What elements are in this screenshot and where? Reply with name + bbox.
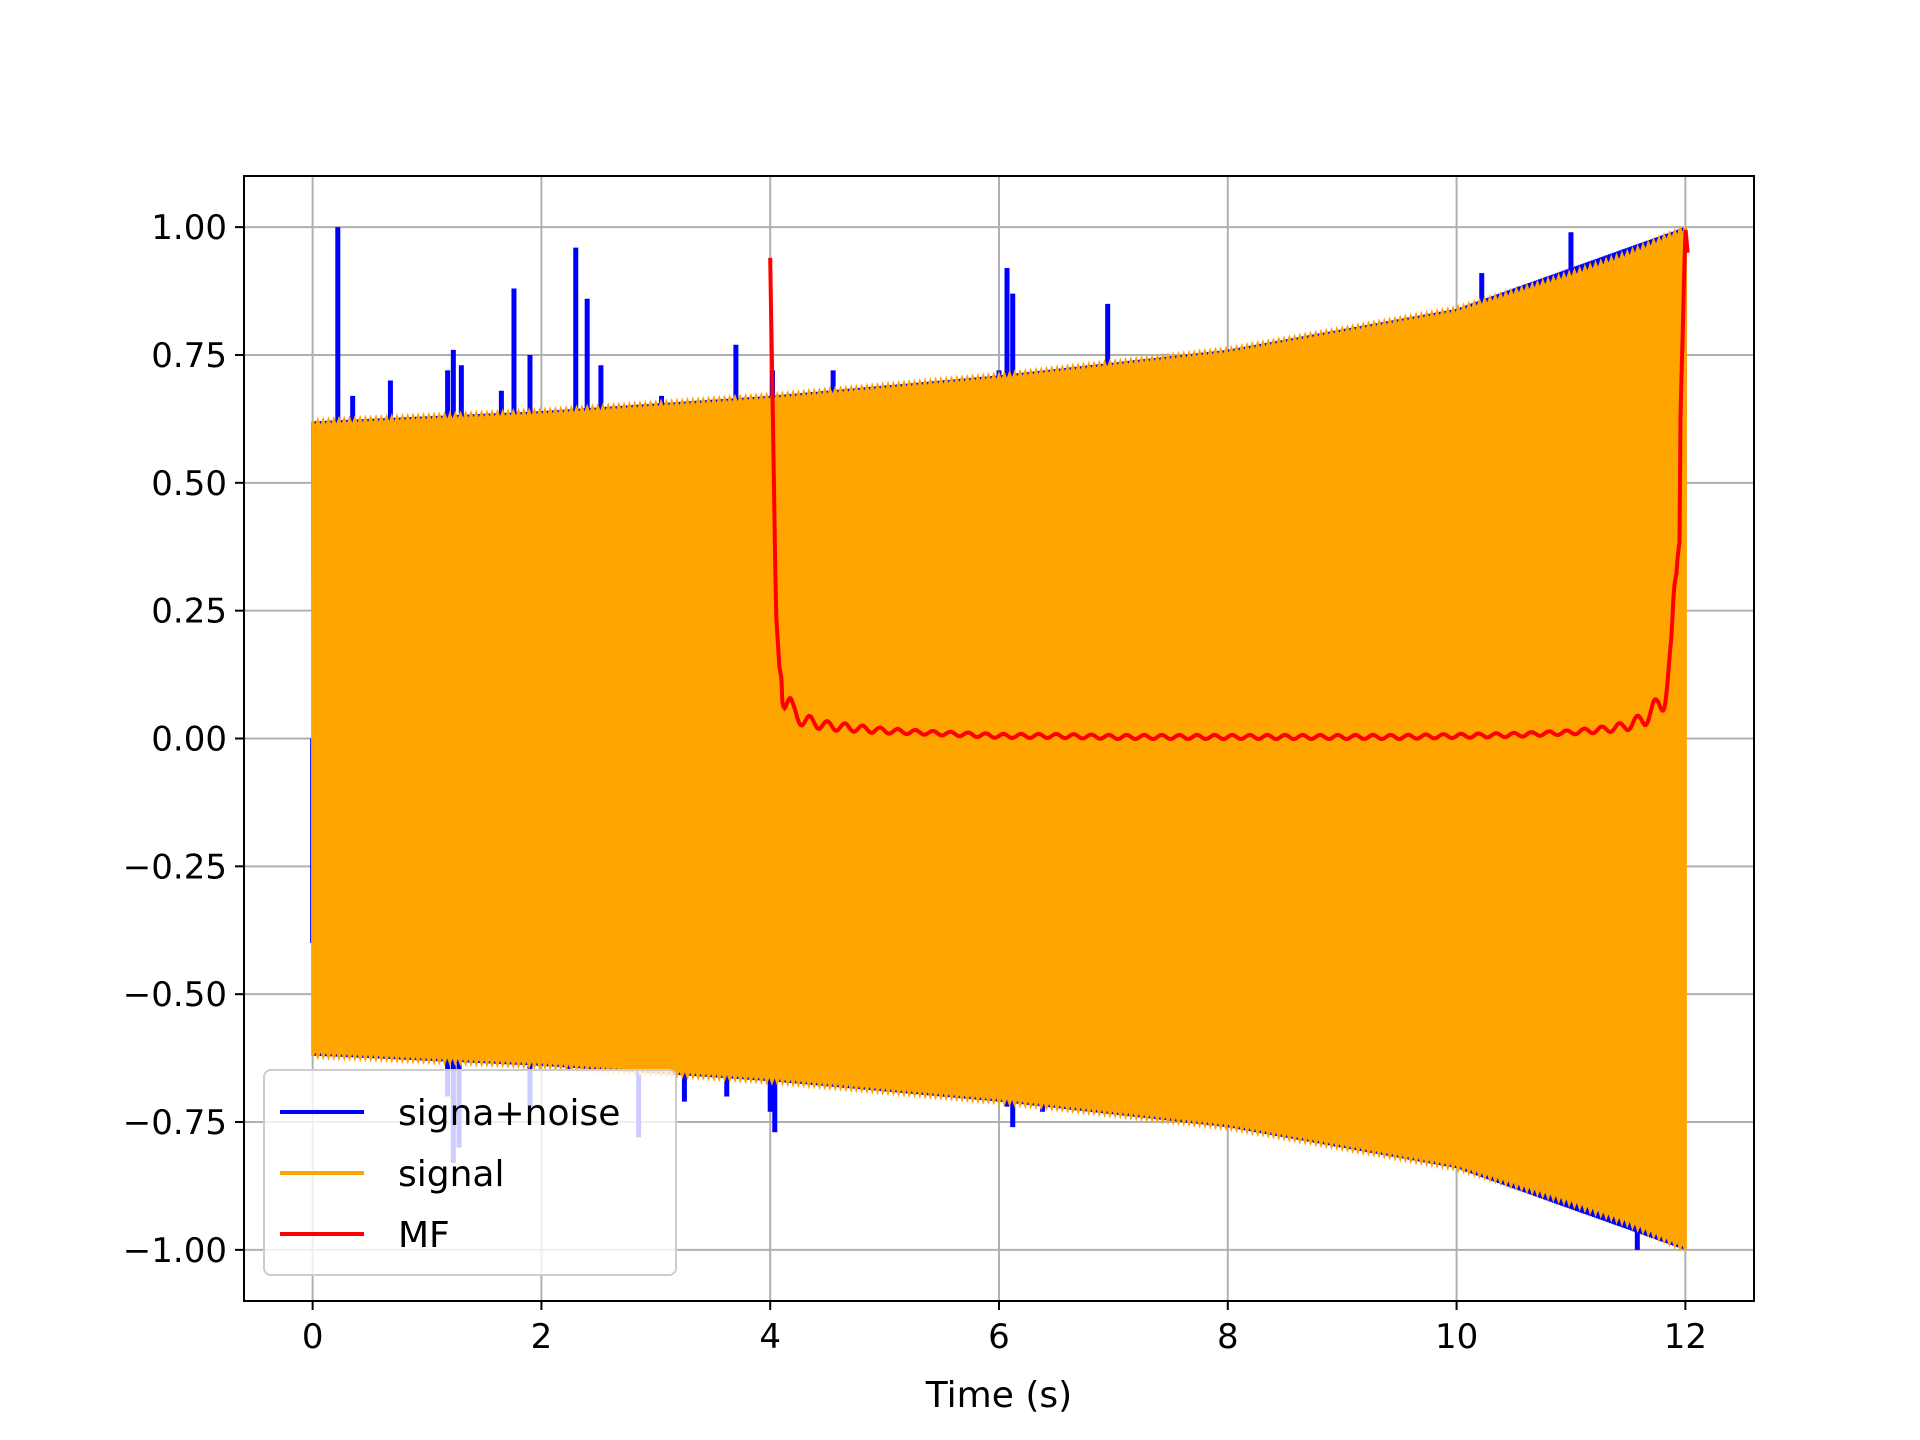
legend-label: MF — [398, 1215, 450, 1256]
y-tick-label: 0.25 — [151, 592, 227, 632]
legend-label: signa+noise — [398, 1093, 620, 1134]
legend: signa+noise signal MF — [263, 1069, 677, 1276]
y-tick-label: −0.50 — [123, 975, 227, 1015]
y-tick-label: −0.75 — [123, 1103, 227, 1143]
x-tick-label: 2 — [531, 1317, 553, 1357]
y-tick-label: −1.00 — [123, 1231, 227, 1271]
y-tick-label: −0.25 — [123, 847, 227, 887]
legend-box — [263, 1069, 677, 1276]
x-tick-label: 6 — [988, 1317, 1010, 1357]
x-tick-label: 4 — [759, 1317, 781, 1357]
y-tick-label: 1.00 — [151, 208, 227, 248]
y-tick-label: 0.50 — [151, 464, 227, 504]
x-tick-label: 12 — [1664, 1317, 1707, 1357]
legend-label: signal — [398, 1154, 505, 1195]
x-tick-label: 8 — [1217, 1317, 1239, 1357]
ticks: 0 2 4 6 8 10 12 1.00 0.75 0.50 0.25 0.00 −0.25 −0.50 −… — [123, 208, 1707, 1357]
y-tick-label: 0.75 — [151, 336, 227, 376]
x-tick-label: 0 — [302, 1317, 324, 1357]
x-tick-label: 10 — [1435, 1317, 1478, 1357]
series-mf — [768, 229, 1690, 742]
plot-area — [310, 224, 1690, 1253]
mf-line — [768, 229, 1690, 742]
y-tick-label: 0.00 — [151, 720, 227, 760]
x-axis-label: Time (s) — [925, 1375, 1072, 1416]
